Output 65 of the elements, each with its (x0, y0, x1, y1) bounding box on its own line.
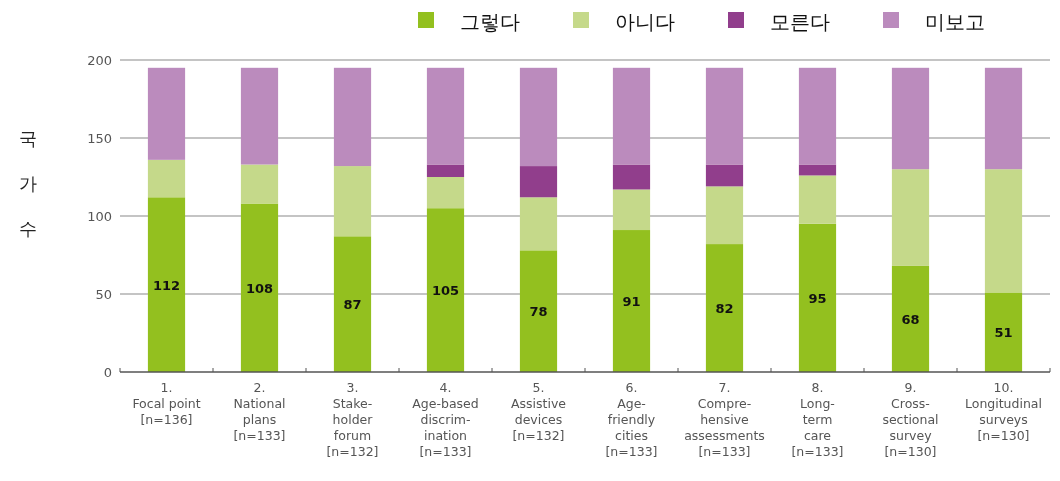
legend-label: 그렇다 (460, 10, 520, 34)
x-tick-label: 3. Stake- holder forum [n=132] (326, 380, 379, 459)
bar (519, 197, 558, 251)
bar (240, 67, 279, 165)
bar (333, 166, 372, 237)
bar (519, 67, 558, 167)
bar (426, 208, 465, 372)
x-tick-label: 5. Assistive devices [n=132] (510, 380, 567, 443)
data-label: 68 (901, 311, 920, 327)
bar (984, 169, 1023, 293)
bar (705, 67, 744, 165)
bar (333, 236, 372, 372)
text: 국가수 (19, 128, 37, 239)
y-tick-label: 200 (87, 53, 112, 68)
x-tick-label: 1. Focal point [n=136] (132, 380, 201, 427)
bar (147, 197, 186, 372)
data-label: 108 (245, 280, 274, 296)
bar (240, 203, 279, 372)
bar (333, 67, 372, 167)
bar (426, 164, 465, 177)
bar (426, 177, 465, 209)
bar (891, 67, 930, 170)
x-tick-label: 10. Longitudinal surveys [n=130] (964, 380, 1043, 443)
bar (612, 164, 651, 190)
bar (519, 166, 558, 198)
bar (798, 164, 837, 176)
data-label: 87 (343, 297, 362, 313)
bar (612, 67, 651, 165)
bar (984, 292, 1023, 372)
bar (798, 175, 837, 224)
bar (705, 164, 744, 187)
data-label: 95 (808, 290, 827, 306)
data-label: 91 (622, 294, 641, 310)
y-tick-label: 0 (103, 365, 112, 380)
bar (426, 67, 465, 165)
bar (705, 186, 744, 245)
bar (612, 230, 651, 372)
bar (798, 223, 837, 372)
data-label: 78 (529, 304, 548, 320)
y-tick-label: 100 (87, 209, 112, 224)
bar (891, 169, 930, 266)
data-label: 105 (431, 283, 460, 299)
legend-label: 미보고 (925, 10, 985, 34)
y-tick-label: 50 (95, 287, 112, 302)
bar (705, 244, 744, 372)
x-tick-label: 6. Age- friendly cities [n=133] (605, 380, 658, 459)
bar (147, 67, 186, 160)
y-tick-label: 150 (87, 131, 112, 146)
legend-label: 아니다 (615, 10, 675, 34)
x-tick-label: 8. Long- term care [n=133] (791, 380, 844, 459)
legend-label: 모른다 (770, 10, 830, 34)
bar (519, 250, 558, 372)
data-label: 82 (715, 301, 734, 317)
bar (798, 67, 837, 165)
x-tick-label: 7. Compre- hensive assessments [n=133] (684, 380, 765, 459)
bar (240, 164, 279, 204)
bar (891, 265, 930, 372)
x-tick-label: 4. Age-based discrim- ination [n=133] (412, 380, 479, 459)
x-tick-label: 2. National plans [n=133] (233, 380, 286, 443)
bar (984, 67, 1023, 170)
data-label: 51 (994, 325, 1013, 341)
x-tick-label: 9. Cross- sectional survey [n=130] (882, 380, 939, 459)
bar (612, 189, 651, 231)
data-label: 112 (152, 277, 181, 293)
bar (147, 159, 186, 198)
